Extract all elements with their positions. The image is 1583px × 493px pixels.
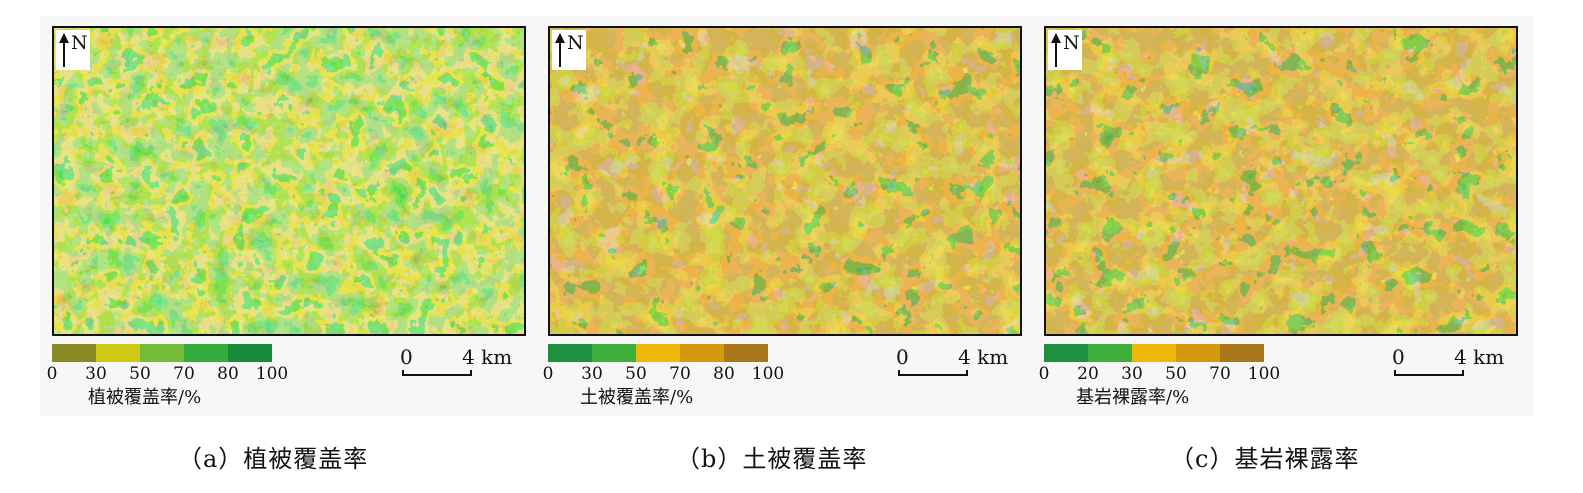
north-indicator: N [56, 30, 90, 70]
north-label: N [567, 32, 584, 54]
scale-zero-label: 0 [896, 345, 909, 369]
legend-tick: 0 [542, 364, 554, 384]
legend-tick: 50 [1165, 364, 1187, 384]
scale-zero-label: 0 [1392, 345, 1405, 369]
legend-tick: 70 [173, 364, 195, 384]
legend-tick: 100 [1247, 364, 1281, 384]
soil-coverage-map: N [548, 26, 1022, 336]
bedrock-exposure-map: N [1044, 26, 1518, 336]
legend-swatch [548, 344, 592, 362]
north-arrow-icon [1051, 33, 1061, 67]
legend-colorbar [52, 344, 272, 362]
legend-swatch [228, 344, 272, 362]
legend-swatch [1220, 344, 1264, 362]
legend-swatch [1132, 344, 1176, 362]
legend-swatch [184, 344, 228, 362]
legend-tick: 100 [255, 364, 289, 384]
scale-distance-label: 4 km [462, 345, 513, 369]
legend-tick: 50 [625, 364, 647, 384]
legend-ticks: 0 30 50 70 80 100 [543, 364, 785, 384]
legend-swatch [680, 344, 724, 362]
north-indicator: N [552, 30, 586, 70]
caption-b: （b）土被覆盖率 [676, 445, 868, 473]
map-raster [54, 28, 524, 334]
legend-tick: 50 [129, 364, 151, 384]
legend-swatch [592, 344, 636, 362]
map-raster [550, 28, 1020, 334]
legend-title: 土被覆盖率/% [580, 387, 694, 408]
legend-tick: 0 [46, 364, 58, 384]
scale-bar: 0 4 km [400, 346, 530, 380]
legend-tick: 20 [1077, 364, 1099, 384]
legend-swatch [96, 344, 140, 362]
north-arrow-icon [555, 33, 565, 67]
legend-swatch [140, 344, 184, 362]
panel-a: N 0 30 50 70 80 100 植被覆盖率/% 0 4 km [40, 16, 526, 416]
legend-swatch [724, 344, 768, 362]
legend-ticks: 0 30 50 70 80 100 [47, 364, 289, 384]
scale-line [898, 370, 968, 376]
legend-tick: 80 [217, 364, 239, 384]
legend-colorbar [1044, 344, 1264, 362]
legend-tick: 100 [751, 364, 785, 384]
legend-swatch [1088, 344, 1132, 362]
scale-distance-label: 4 km [958, 345, 1009, 369]
vegetation-coverage-map: N [52, 26, 526, 336]
legend-tick: 70 [1209, 364, 1231, 384]
map-raster [1046, 28, 1516, 334]
legend-title: 基岩裸露率/% [1076, 387, 1190, 408]
legend-swatch [1176, 344, 1220, 362]
legend-swatch [52, 344, 96, 362]
legend-title: 植被覆盖率/% [88, 387, 202, 408]
panel-c: N 0 20 30 50 70 100 基岩裸露率/% 0 4 km [1032, 16, 1518, 416]
scale-line [402, 370, 472, 376]
legend-tick: 80 [713, 364, 735, 384]
panel-b: N 0 30 50 70 80 100 土被覆盖率/% 0 4 km [536, 16, 1022, 416]
north-arrow-icon [59, 33, 69, 67]
legend-swatch [1044, 344, 1088, 362]
scale-bar: 0 4 km [896, 346, 1026, 380]
north-label: N [71, 32, 88, 54]
scale-bar: 0 4 km [1392, 346, 1522, 380]
legend-tick: 0 [1038, 364, 1050, 384]
caption-c: （c）基岩裸露率 [1170, 445, 1360, 473]
north-indicator: N [1048, 30, 1082, 70]
legend-ticks: 0 20 30 50 70 100 [1039, 364, 1281, 384]
scale-zero-label: 0 [400, 345, 413, 369]
legend-tick: 30 [581, 364, 603, 384]
legend-colorbar [548, 344, 768, 362]
scale-distance-label: 4 km [1454, 345, 1505, 369]
north-label: N [1063, 32, 1080, 54]
scale-line [1394, 370, 1464, 376]
legend-tick: 30 [85, 364, 107, 384]
caption-a: （a）植被覆盖率 [178, 445, 369, 473]
legend-tick: 30 [1121, 364, 1143, 384]
figure-strip: N 0 30 50 70 80 100 植被覆盖率/% 0 4 km [40, 16, 1534, 416]
legend-tick: 70 [669, 364, 691, 384]
legend-swatch [636, 344, 680, 362]
